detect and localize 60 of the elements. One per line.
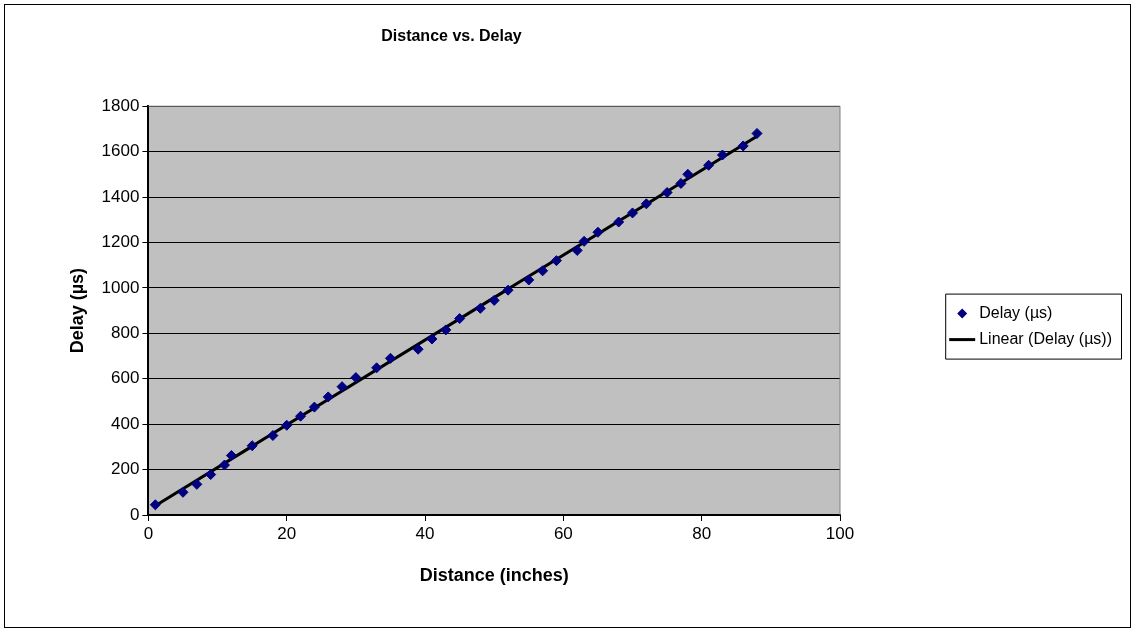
point (571, 244, 583, 256)
x-tick-label: 20 (277, 523, 297, 543)
y-tick-label: 1600 (101, 141, 140, 161)
point (640, 198, 652, 210)
point (675, 177, 687, 189)
y-tick-label: 1400 (101, 186, 140, 206)
point (488, 294, 500, 306)
y-tick-label: 800 (111, 323, 140, 342)
point (737, 140, 749, 152)
point (218, 459, 230, 471)
point (751, 127, 763, 139)
point (703, 159, 715, 171)
x-axis-title: Distance (inches) (419, 565, 569, 586)
point (281, 419, 293, 431)
legend-label: Linear (Delay (µs)) (979, 330, 1113, 348)
legend-label: Delay (µs) (979, 304, 1053, 322)
point (474, 302, 486, 314)
y-tick-label: 1000 (101, 277, 140, 297)
point (502, 284, 514, 296)
point (384, 352, 396, 364)
point (246, 440, 258, 452)
point (716, 149, 728, 161)
y-tick-label: 0 (129, 504, 140, 524)
y-tick-label: 400 (111, 413, 140, 433)
point (440, 324, 452, 336)
point (613, 216, 625, 228)
point (627, 207, 639, 219)
x-tick-label: 40 (415, 523, 435, 543)
y-tick-label: 1200 (101, 232, 140, 252)
point (592, 226, 604, 238)
point (205, 469, 217, 481)
y-tick-label: 1800 (101, 95, 140, 115)
point (350, 372, 362, 384)
point (336, 381, 348, 393)
point (308, 401, 320, 413)
y-tick-label: 600 (111, 368, 140, 388)
x-tick-label: 0 (143, 523, 154, 543)
point (225, 450, 237, 461)
point (661, 187, 673, 198)
point (149, 499, 161, 511)
point (523, 274, 535, 286)
point (371, 362, 383, 374)
y-axis-title: Delay (µs) (66, 267, 87, 354)
chart-title: Distance vs. Delay (381, 27, 522, 45)
x-tick-label: 80 (692, 523, 712, 543)
x-tick-label: 100 (825, 523, 855, 543)
point (322, 391, 334, 403)
point (682, 168, 694, 180)
point (295, 410, 307, 422)
point (267, 430, 279, 442)
point (191, 478, 203, 490)
point (578, 235, 590, 247)
x-tick-label: 60 (553, 523, 573, 543)
point (426, 333, 438, 345)
point (550, 255, 562, 267)
point (537, 265, 549, 277)
y-tick-label: 200 (111, 459, 140, 479)
point (454, 313, 466, 325)
point (412, 343, 424, 355)
point (177, 486, 189, 498)
